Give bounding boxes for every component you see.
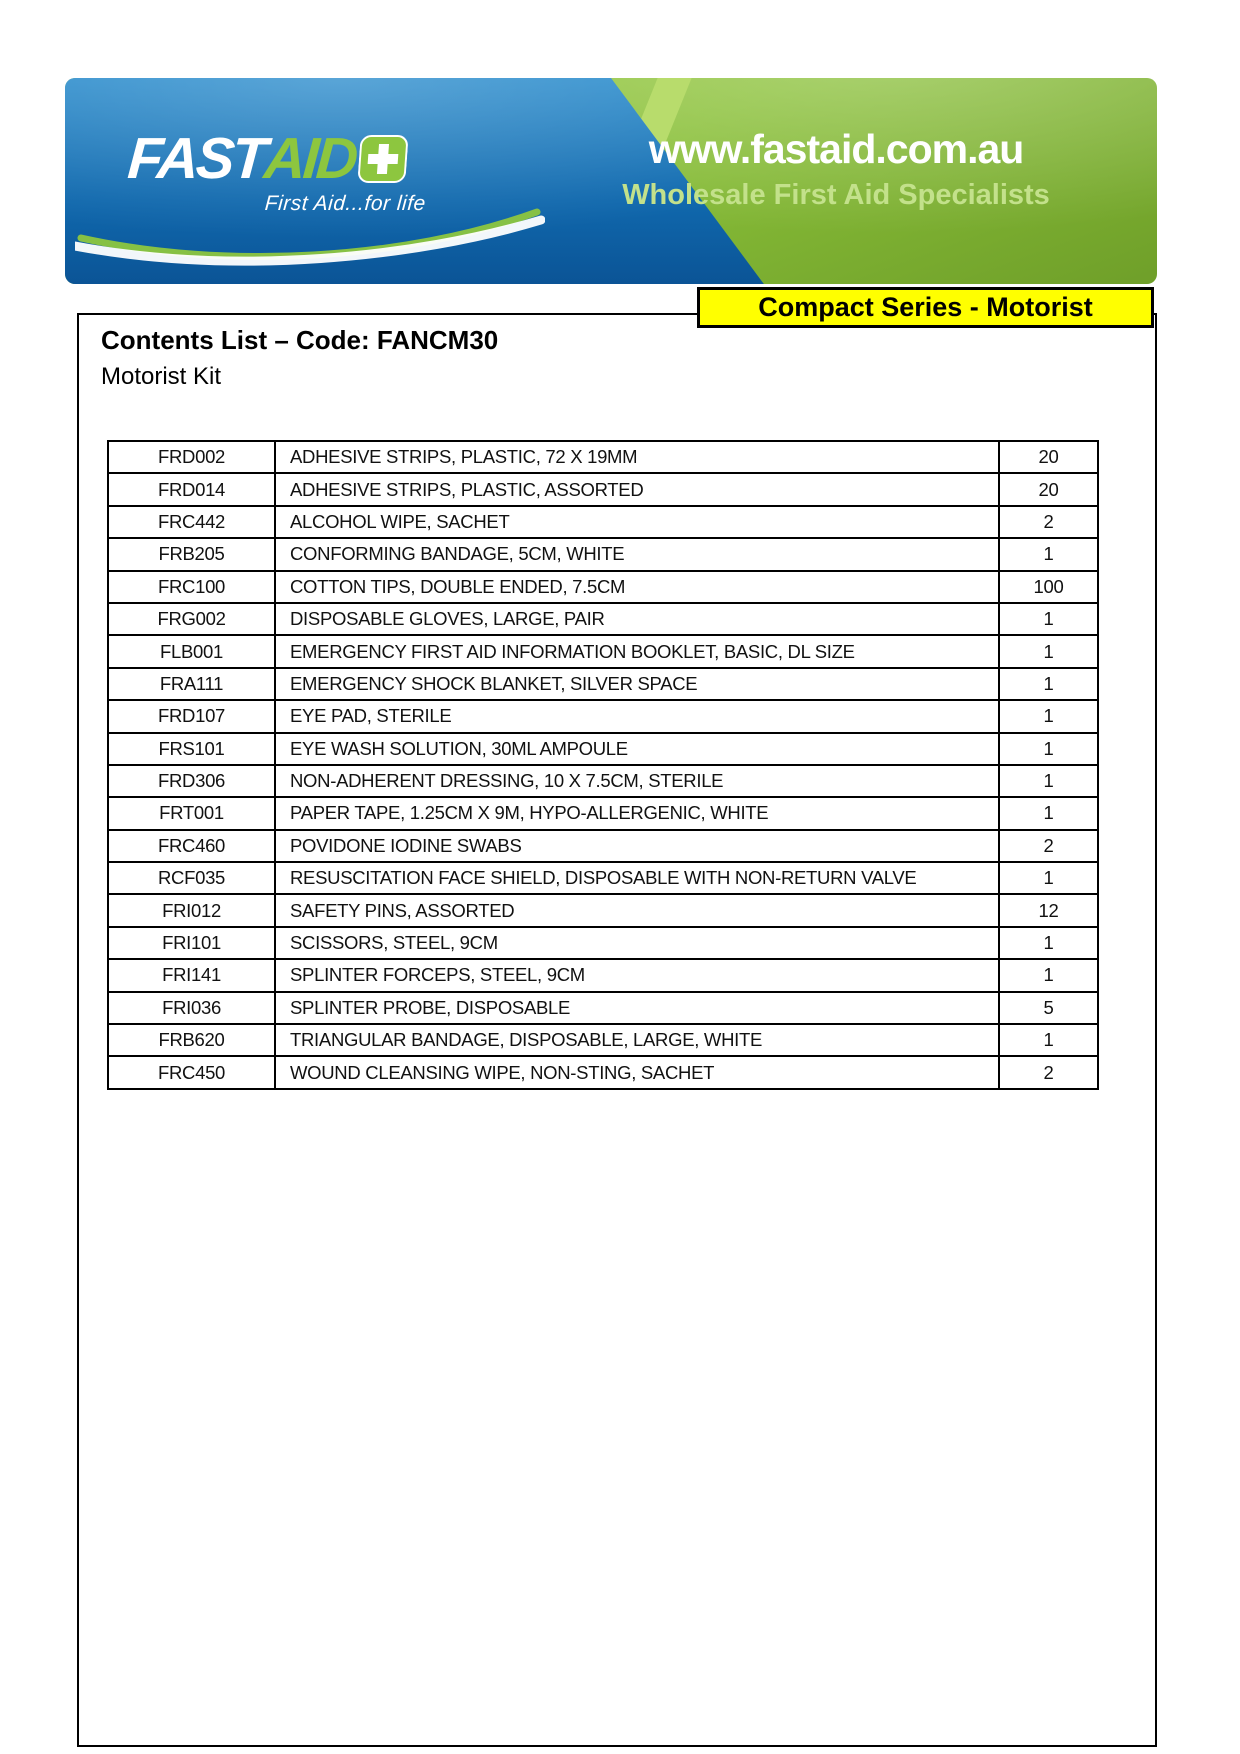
logo-text-aid: AID [261,126,358,191]
cell-qty: 1 [998,1023,1099,1058]
cell-code: FRC442 [107,504,276,540]
table-row: FRC460 POVIDONE IODINE SWABS 2 [107,828,1099,864]
cell-code: FRI012 [107,893,276,928]
table-row: FRD306 NON-ADHERENT DRESSING, 10 X 7.5CM,… [107,763,1099,799]
page-subtitle: Motorist Kit [101,363,222,390]
series-badge: Compact Series - Motorist [697,287,1154,328]
content-box: Contents List – Code: FANCM30 Motorist K… [77,313,1157,1747]
cell-code: FRI036 [107,990,276,1026]
table-row: FRD002 ADHESIVE STRIPS, PLASTIC, 72 X 19M… [107,439,1099,475]
cell-code: FRB620 [107,1023,276,1058]
cell-desc: TRIANGULAR BANDAGE, DISPOSABLE, LARGE, W… [274,1023,1000,1058]
cell-desc: ADHESIVE STRIPS, PLASTIC, 72 X 19MM [274,439,1000,475]
cell-desc: SPLINTER FORCEPS, STEEL, 9CM [274,958,1000,993]
cell-code: FRB205 [107,537,276,572]
cell-qty: 1 [998,601,1099,637]
cell-desc: EMERGENCY SHOCK BLANKET, SILVER SPACE [274,666,1000,702]
contents-table: FRD002 ADHESIVE STRIPS, PLASTIC, 72 X 19M… [107,439,1099,1090]
cell-code: FRC460 [107,828,276,864]
cell-desc: DISPOSABLE GLOVES, LARGE, PAIR [274,601,1000,637]
cell-code: FRD107 [107,699,276,734]
cell-qty: 1 [998,537,1099,572]
table-row: FRI036 SPLINTER PROBE, DISPOSABLE 5 [107,990,1099,1026]
cell-code: FRC450 [107,1055,276,1090]
cell-qty: 12 [998,893,1099,928]
table-row: FRA111 EMERGENCY SHOCK BLANKET, SILVER SP… [107,666,1099,702]
cell-qty: 1 [998,958,1099,993]
table-row: FRB205 CONFORMING BANDAGE, 5CM, WHITE 1 [107,537,1099,572]
cell-desc: SCISSORS, STEEL, 9CM [274,925,1000,961]
logo-tagline: First Aid...for life [264,192,427,215]
table-row: FRI141 SPLINTER FORCEPS, STEEL, 9CM 1 [107,958,1099,993]
cell-qty: 5 [998,990,1099,1026]
cell-code: FRS101 [107,731,276,766]
cell-desc: ADHESIVE STRIPS, PLASTIC, ASSORTED [274,472,1000,507]
table-row: FRC450 WOUND CLEANSING WIPE, NON-STING, S… [107,1055,1099,1090]
cell-code: FRD014 [107,472,276,507]
cell-desc: COTTON TIPS, DOUBLE ENDED, 7.5CM [274,569,1000,604]
cell-code: FRI101 [107,925,276,961]
cell-desc: RESUSCITATION FACE SHIELD, DISPOSABLE WI… [274,861,1000,896]
table-row: FRI101 SCISSORS, STEEL, 9CM 1 [107,925,1099,961]
cell-code: FLB001 [107,634,276,669]
cell-desc: SPLINTER PROBE, DISPOSABLE [274,990,1000,1026]
cell-desc: EYE PAD, STERILE [274,699,1000,734]
cell-qty: 1 [998,861,1099,896]
fastaid-logo: FAST AID First Aid...for life [124,126,610,216]
cell-code: RCF035 [107,861,276,896]
cell-qty: 2 [998,1055,1099,1090]
cell-desc: SAFETY PINS, ASSORTED [274,893,1000,928]
header-banner: FAST AID First Aid...for life www.fastaid… [65,78,1157,284]
logo-swoosh [75,208,545,266]
cell-qty: 2 [998,504,1099,540]
cell-code: FRC100 [107,569,276,604]
cell-code: FRI141 [107,958,276,993]
cell-qty: 1 [998,763,1099,799]
cell-qty: 1 [998,796,1099,831]
cell-qty: 1 [998,666,1099,702]
table-row: FRS101 EYE WASH SOLUTION, 30ML AMPOULE 1 [107,731,1099,766]
cell-code: FRT001 [107,796,276,831]
table-row: FRI012 SAFETY PINS, ASSORTED 12 [107,893,1099,928]
cell-desc: PAPER TAPE, 1.25CM X 9M, HYPO-ALLERGENIC… [274,796,1000,831]
table-row: FRC100 COTTON TIPS, DOUBLE ENDED, 7.5CM 10… [107,569,1099,604]
cell-qty: 1 [998,634,1099,669]
table-row: FRT001 PAPER TAPE, 1.25CM X 9M, HYPO-ALLE… [107,796,1099,831]
cell-desc: POVIDONE IODINE SWABS [274,828,1000,864]
table-row: FRB620 TRIANGULAR BANDAGE, DISPOSABLE, LA… [107,1023,1099,1058]
first-aid-cross-icon [358,135,409,183]
table-row: RCF035 RESUSCITATION FACE SHIELD, DISPOSA… [107,861,1099,896]
cell-qty: 100 [998,569,1099,604]
series-badge-label: Compact Series - Motorist [758,292,1093,322]
website-block: www.fastaid.com.au Wholesale First Aid S… [601,126,1071,212]
cell-desc: NON-ADHERENT DRESSING, 10 X 7.5CM, STERI… [274,763,1000,799]
cell-desc: EMERGENCY FIRST AID INFORMATION BOOKLET,… [274,634,1000,669]
logo-text-fast: FAST [125,126,267,191]
cell-code: FRA111 [107,666,276,702]
contents-table-body: FRD002 ADHESIVE STRIPS, PLASTIC, 72 X 19M… [107,439,1099,1090]
table-row: FRC442 ALCOHOL WIPE, SACHET 2 [107,504,1099,540]
website-subtitle: Wholesale First Aid Specialists [622,179,1050,211]
cell-qty: 1 [998,699,1099,734]
cell-desc: ALCOHOL WIPE, SACHET [274,504,1000,540]
page-title: Contents List – Code: FANCM30 [101,325,499,355]
cell-qty: 20 [998,472,1099,507]
table-row: FRD107 EYE PAD, STERILE 1 [107,699,1099,734]
website-url: www.fastaid.com.au [648,126,1025,172]
cell-desc: WOUND CLEANSING WIPE, NON-STING, SACHET [274,1055,1000,1090]
cell-qty: 1 [998,925,1099,961]
cell-qty: 2 [998,828,1099,864]
cell-code: FRD306 [107,763,276,799]
table-row: FRG002 DISPOSABLE GLOVES, LARGE, PAIR 1 [107,601,1099,637]
cell-code: FRD002 [107,439,276,475]
cell-qty: 1 [998,731,1099,766]
cell-qty: 20 [998,439,1099,475]
cell-desc: CONFORMING BANDAGE, 5CM, WHITE [274,537,1000,572]
cell-desc: EYE WASH SOLUTION, 30ML AMPOULE [274,731,1000,766]
table-row: FLB001 EMERGENCY FIRST AID INFORMATION BO… [107,634,1099,669]
table-row: FRD014 ADHESIVE STRIPS, PLASTIC, ASSORTED… [107,472,1099,507]
cell-code: FRG002 [107,601,276,637]
